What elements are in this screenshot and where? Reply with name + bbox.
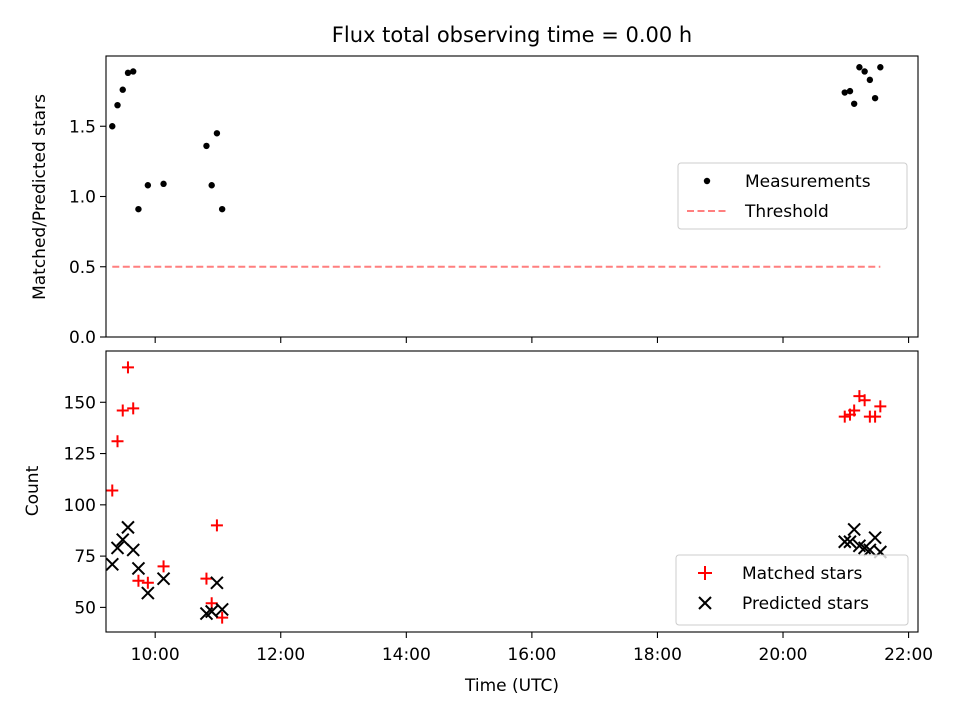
measurement-point xyxy=(114,101,121,109)
measurement-point xyxy=(130,68,137,75)
top-marks xyxy=(109,64,884,268)
top-axes: Flux total observing time = 0.00 h Match… xyxy=(30,23,919,348)
predicted-star-point xyxy=(204,604,219,619)
measurement-point xyxy=(850,100,858,107)
matched-star-point xyxy=(157,560,170,573)
matched-star-point xyxy=(858,394,871,407)
bottom-legend: Matched stars Predicted stars xyxy=(675,554,909,626)
matched-star-point xyxy=(132,574,145,587)
matched-star-point xyxy=(216,611,229,624)
bottom-axes: Count Time (UTC) 50 75 100 125 150 10:00 12:0… xyxy=(23,350,933,696)
legend-predicted-label: Predicted stars xyxy=(742,594,869,614)
measurement-point xyxy=(208,182,215,189)
bottom-legend-box xyxy=(675,554,909,626)
matched-star-point xyxy=(141,576,154,589)
bottom-axes-ylabel: Count xyxy=(23,465,43,516)
bottom-marks xyxy=(105,361,888,624)
matched-star-point xyxy=(121,361,134,374)
measurement-point xyxy=(135,205,142,213)
top-legend: Measurements Threshold xyxy=(677,162,908,230)
x-tick-label: 18:00 xyxy=(633,645,682,665)
measurement-point xyxy=(203,142,210,150)
predicted-star-point xyxy=(105,557,119,572)
predicted-star-point xyxy=(121,520,135,535)
top-axes-title: Flux total observing time = 0.00 h xyxy=(332,23,692,47)
measurement-point xyxy=(218,205,226,213)
legend-matched-label: Matched stars xyxy=(742,564,862,584)
predicted-star-point xyxy=(141,586,155,600)
predicted-star-point xyxy=(863,543,877,557)
predicted-star-point xyxy=(868,530,882,545)
legend-predicted-marker xyxy=(698,596,712,610)
legend-threshold-label: Threshold xyxy=(744,202,829,222)
y-tick-label: 75 xyxy=(74,547,96,567)
x-tick-label: 20:00 xyxy=(759,645,808,665)
measurement-point xyxy=(119,86,126,93)
predicted-star-point xyxy=(847,522,861,537)
matched-star-point xyxy=(869,410,882,423)
y-tick-label: 0.0 xyxy=(69,328,96,348)
y-tick-label: 50 xyxy=(74,598,96,618)
predicted-star-point xyxy=(156,571,171,586)
measurement-point xyxy=(846,87,854,95)
legend-measurements-marker xyxy=(703,177,711,185)
y-tick-label: 0.5 xyxy=(69,258,96,278)
x-tick-label: 16:00 xyxy=(507,645,556,665)
matched-star-point xyxy=(200,572,213,585)
legend-measurements-label: Measurements xyxy=(745,172,871,192)
predicted-star-point xyxy=(116,532,130,547)
x-tick-label: 14:00 xyxy=(382,645,431,665)
predicted-star-point xyxy=(838,535,852,549)
bottom-axes-frame xyxy=(105,350,919,633)
measurement-point xyxy=(124,69,132,77)
predicted-star-point xyxy=(215,602,229,617)
matched-star-point xyxy=(210,519,223,532)
measurement-point xyxy=(866,76,874,84)
measurement-point xyxy=(160,180,167,188)
top-y-ticks: 0.0 0.5 1.0 1.5 xyxy=(69,117,106,348)
matched-star-point xyxy=(874,400,887,413)
predicted-star-point xyxy=(843,535,857,549)
measurement-point xyxy=(871,94,879,102)
y-tick-label: 150 xyxy=(64,393,96,413)
top-x-ticks xyxy=(154,337,910,343)
y-tick-label: 100 xyxy=(64,496,96,516)
predicted-star-point xyxy=(110,541,125,555)
x-tick-label: 12:00 xyxy=(256,645,305,665)
matched-star-point xyxy=(848,404,861,417)
top-legend-box xyxy=(677,162,908,230)
bottom-x-ticks: 10:00 12:00 14:00 16:00 18:00 20:00 22:00 xyxy=(131,632,933,665)
measurement-point xyxy=(109,123,116,130)
matched-star-point xyxy=(116,404,129,417)
x-tick-label: 22:00 xyxy=(884,645,933,665)
measurement-point xyxy=(856,64,863,71)
legend-matched-marker xyxy=(698,566,712,580)
matched-star-point xyxy=(838,410,851,423)
measurement-point xyxy=(861,68,868,75)
measurement-point xyxy=(144,182,152,189)
matched-star-point xyxy=(111,435,124,448)
matched-star-point xyxy=(127,402,140,415)
y-tick-label: 1.0 xyxy=(69,188,96,208)
predicted-star-point xyxy=(131,561,146,576)
y-tick-label: 125 xyxy=(64,445,96,465)
top-axes-ylabel: Matched/Predicted stars xyxy=(30,94,50,300)
measurement-point xyxy=(841,89,848,96)
predicted-star-point xyxy=(126,543,140,557)
matched-star-point xyxy=(106,484,119,497)
bottom-axes-xlabel: Time (UTC) xyxy=(464,676,559,696)
measurement-point xyxy=(213,130,221,137)
predicted-star-point xyxy=(210,576,224,590)
bottom-y-ticks: 50 75 100 125 150 xyxy=(64,393,106,618)
measurement-point xyxy=(877,64,884,71)
x-tick-label: 10:00 xyxy=(131,645,180,665)
y-tick-label: 1.5 xyxy=(69,117,96,137)
